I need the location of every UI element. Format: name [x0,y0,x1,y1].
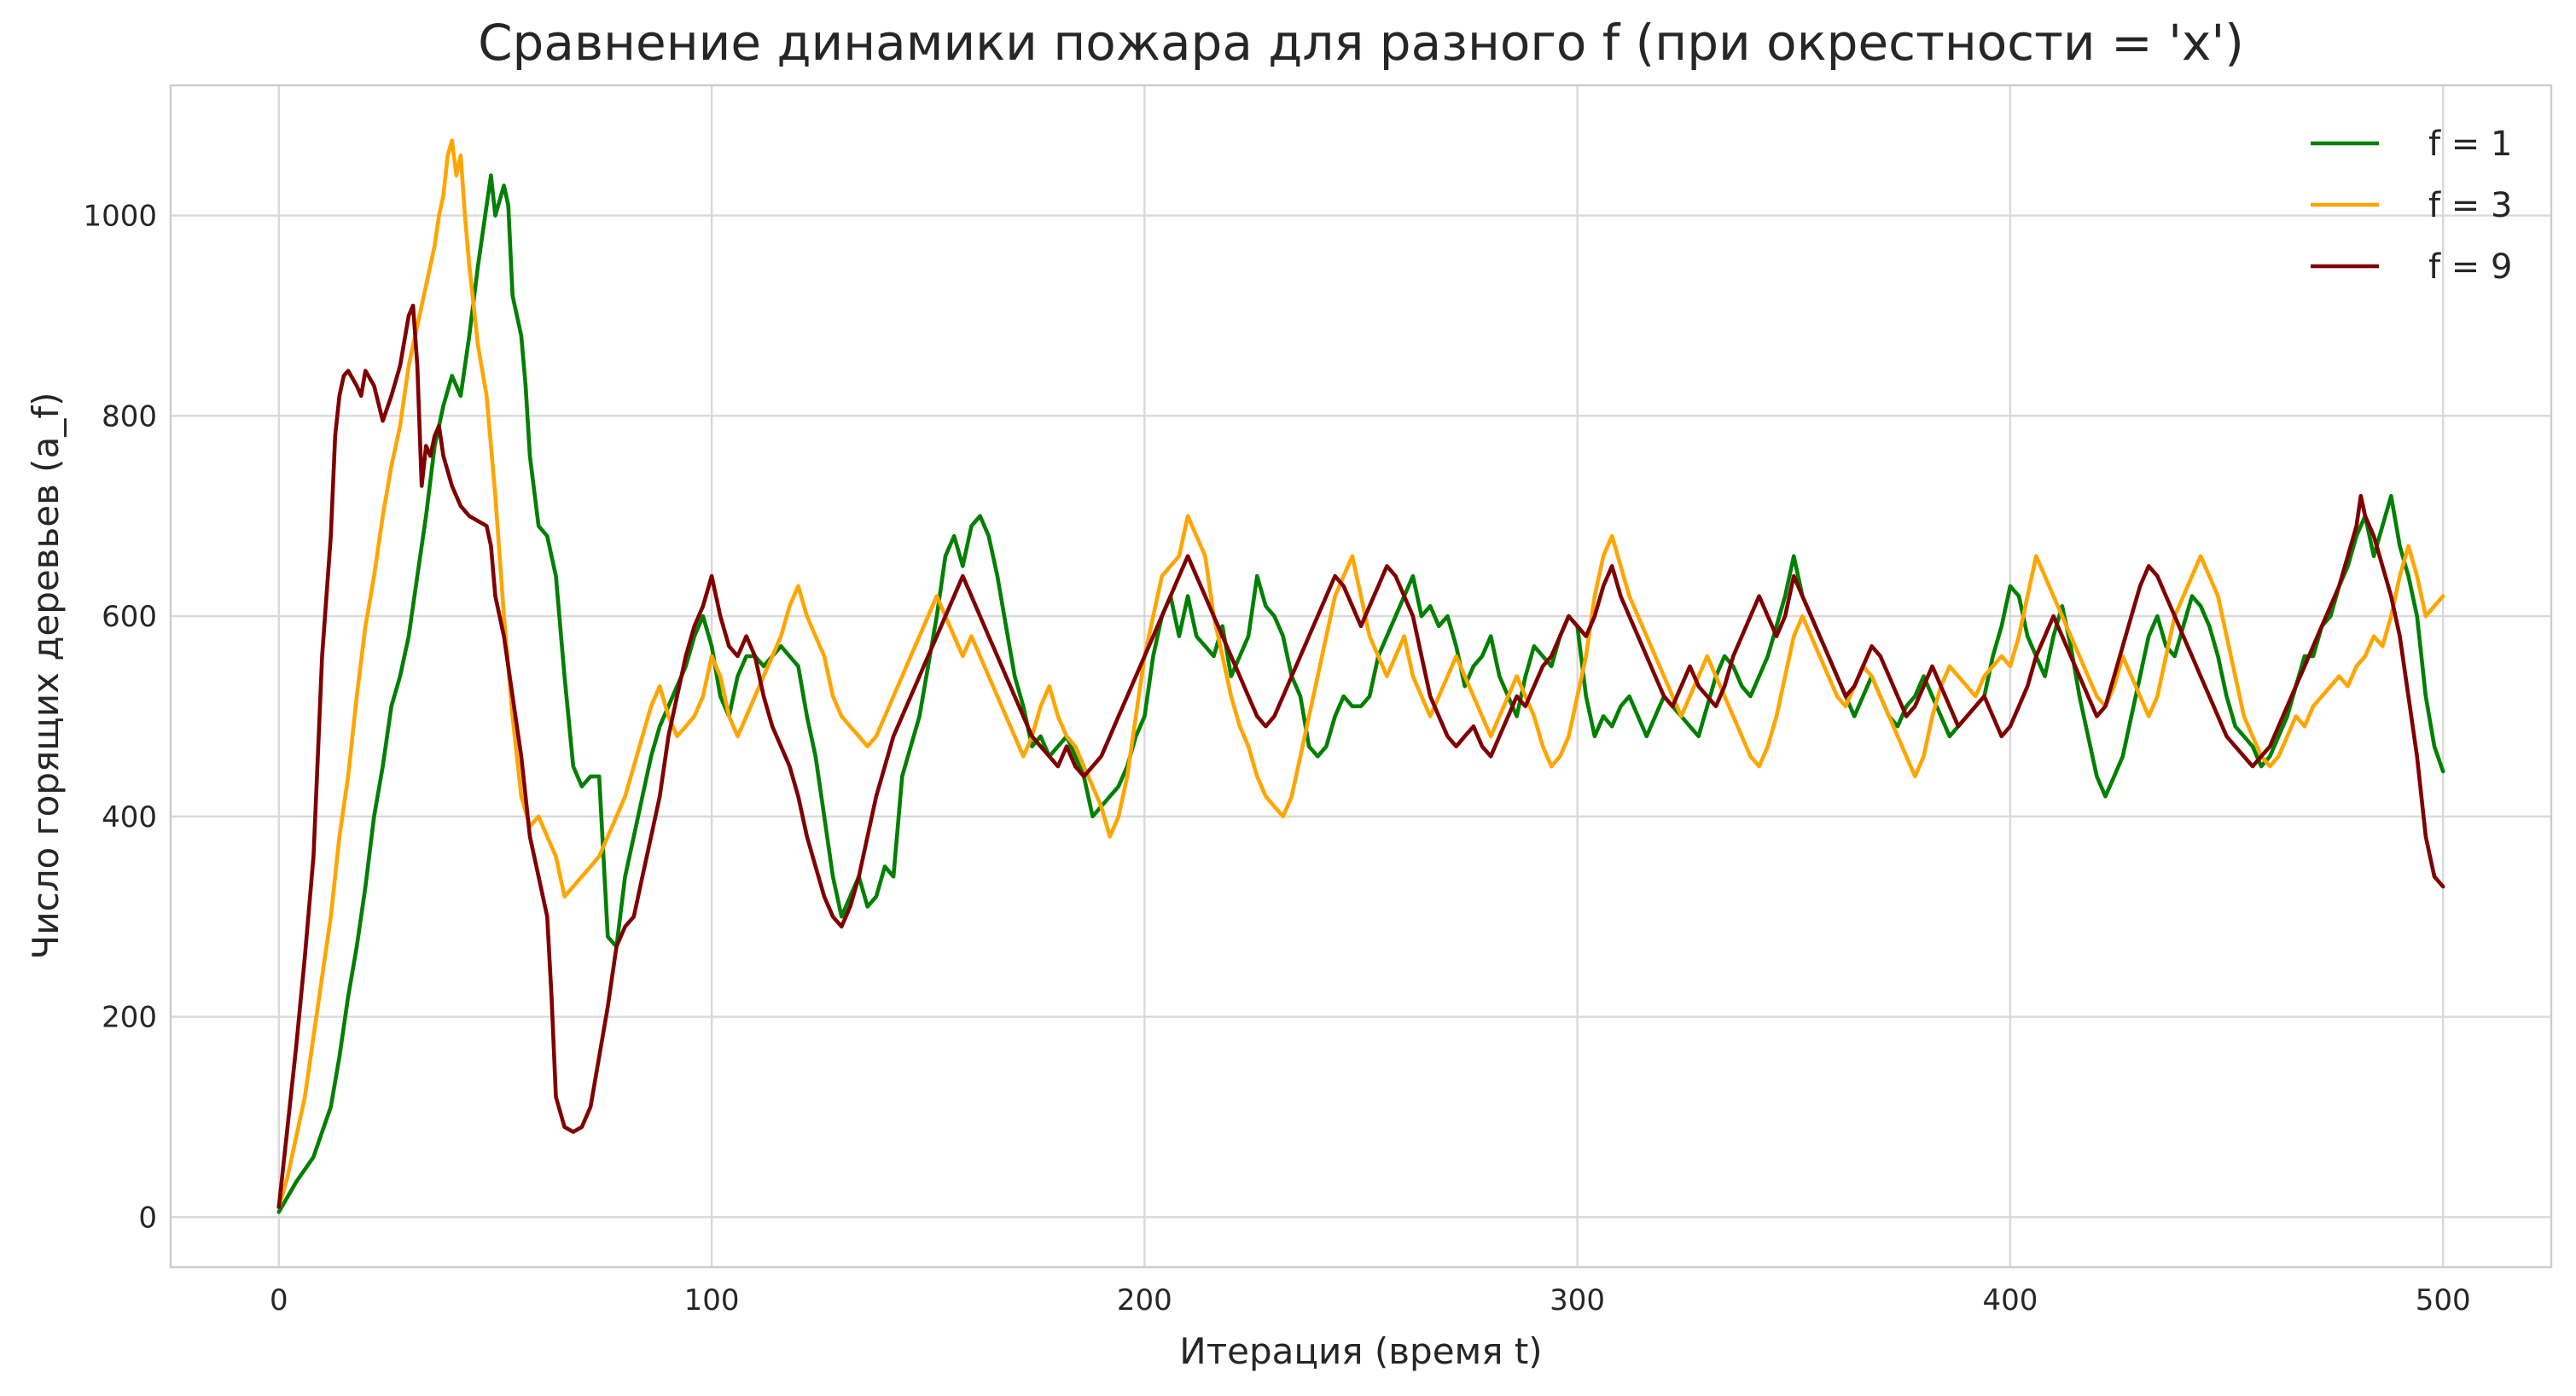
y-tick-label: 800 [102,399,157,433]
y-tick-label: 600 [102,600,157,634]
chart-title: Сравнение динамики пожара для разного f … [478,14,2244,72]
legend-label: f = 1 [2428,125,2512,164]
x-tick-label: 100 [684,1283,740,1317]
legend-label: f = 3 [2428,186,2512,225]
series-line-2 [276,138,2445,1209]
legend-label: f = 9 [2428,247,2512,287]
y-tick-label: 1000 [83,200,157,234]
x-tick-label: 300 [1550,1283,1605,1317]
y-tick-label: 400 [102,800,157,835]
y-tick-label: 0 [138,1201,157,1235]
series-line-3 [276,303,2445,1209]
y-tick-label: 200 [102,1001,157,1035]
x-tick-label: 400 [1982,1283,2038,1317]
series-line-1 [276,173,2445,1214]
x-tick-label: 500 [2416,1283,2471,1317]
x-tick-label: 200 [1117,1283,1172,1317]
plot-area-frame [169,84,2553,1269]
tick-labels: 0 100 200 300 400 500 0 200 400 600 800 1000 [83,200,2470,1317]
grid [171,85,2551,1267]
y-axis-label: Число горящих деревьев (a_f) [25,393,67,960]
legend: f = 1 f = 3 f = 9 [2311,125,2512,287]
series-lines [276,138,2445,1214]
x-axis-label: Итерация (время t) [1179,1330,1542,1372]
x-tick-label: 0 [270,1283,288,1317]
